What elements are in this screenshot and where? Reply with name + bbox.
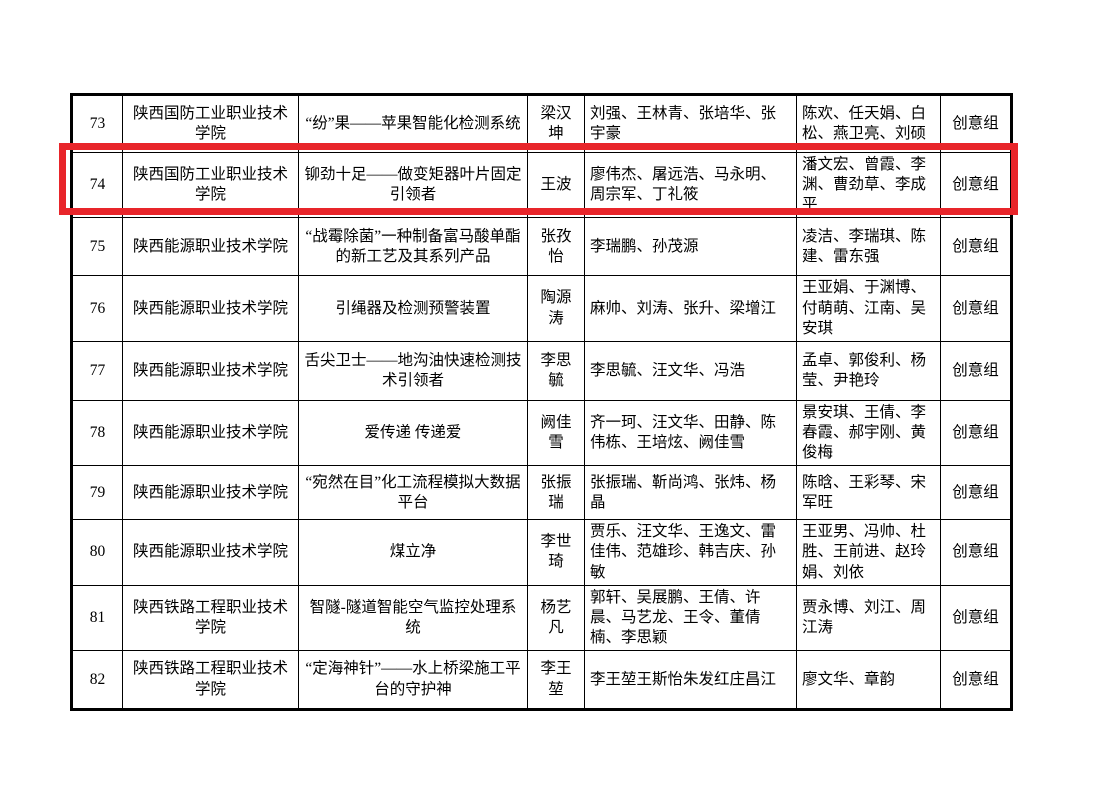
- cell-project-title: “纷”果——苹果智能化检测系统: [298, 94, 528, 153]
- cell-leader: 杨艺凡: [527, 584, 585, 652]
- cell-team-members: 贾乐、汪文华、王逸文、雷佳伟、范雄珍、韩吉庆、孙敏: [584, 519, 797, 586]
- cell-group: 创意组: [940, 94, 1012, 153]
- cell-group: 创意组: [940, 151, 1012, 219]
- cell-school: 陕西能源职业技术学院: [122, 275, 299, 342]
- cell-team-members: 刘强、王林青、张培华、张宇豪: [584, 94, 797, 153]
- cell-project-title: “战霉除菌”一种制备富马酸单酯的新工艺及其系列产品: [298, 217, 528, 277]
- cell-team-members: 李王堃王斯怡朱发红庄昌江: [584, 650, 797, 711]
- cell-leader: 梁汉坤: [527, 94, 585, 153]
- cell-project-title: 舌尖卫士——地沟油快速检测技术引领者: [298, 340, 528, 401]
- cell-group: 创意组: [940, 217, 1012, 277]
- cell-row-number: 79: [71, 465, 123, 521]
- cell-team-members: 齐一珂、汪文华、田静、陈伟栋、王培炫、阙佳雪: [584, 399, 797, 467]
- cell-leader: 李世琦: [527, 519, 585, 586]
- cell-school: 陕西能源职业技术学院: [122, 217, 299, 277]
- cell-row-number: 76: [71, 275, 123, 342]
- cell-group: 创意组: [940, 399, 1012, 467]
- award-table: 73 陕西国防工业职业技术学院 “纷”果——苹果智能化检测系统 梁汉坤 刘强、王…: [70, 93, 1013, 712]
- table-row: 73 陕西国防工业职业技术学院 “纷”果——苹果智能化检测系统 梁汉坤 刘强、王…: [71, 94, 1012, 153]
- cell-project-title: “宛然在目”化工流程模拟大数据平台: [298, 465, 528, 521]
- cell-row-number: 81: [71, 584, 123, 652]
- table-row: 77 陕西能源职业技术学院 舌尖卫士——地沟油快速检测技术引领者 李思毓 李思毓…: [71, 340, 1012, 401]
- table-row: 75 陕西能源职业技术学院 “战霉除菌”一种制备富马酸单酯的新工艺及其系列产品 …: [71, 217, 1012, 277]
- cell-team-members: 麻帅、刘涛、张升、梁增江: [584, 275, 797, 342]
- table-row: 79 陕西能源职业技术学院 “宛然在目”化工流程模拟大数据平台 张振瑞 张振瑞、…: [71, 465, 1012, 521]
- table-row: 80 陕西能源职业技术学院 煤立净 李世琦 贾乐、汪文华、王逸文、雷佳伟、范雄珍…: [71, 519, 1012, 586]
- table-row: 78 陕西能源职业技术学院 爱传递 传递爱 阙佳雪 齐一珂、汪文华、田静、陈伟栋…: [71, 399, 1012, 467]
- cell-project-title: 智隧-隧道智能空气监控处理系统: [298, 584, 528, 652]
- cell-advisors: 孟卓、郭俊利、杨莹、尹艳玲: [796, 340, 941, 401]
- cell-group: 创意组: [940, 275, 1012, 342]
- cell-team-members: 李瑞鹏、孙茂源: [584, 217, 797, 277]
- cell-advisors: 廖文华、章韵: [796, 650, 941, 711]
- cell-leader: 李王堃: [527, 650, 585, 711]
- cell-leader: 阙佳雪: [527, 399, 585, 467]
- cell-project-title: 爱传递 传递爱: [298, 399, 528, 467]
- cell-advisors: 凌洁、李瑞琪、陈建、雷东强: [796, 217, 941, 277]
- cell-leader: 张孜怡: [527, 217, 585, 277]
- cell-team-members: 廖伟杰、屠远浩、马永明、周宗军、丁礼筱: [584, 151, 797, 219]
- cell-row-number: 75: [71, 217, 123, 277]
- cell-row-number: 77: [71, 340, 123, 401]
- cell-leader: 陶源涛: [527, 275, 585, 342]
- table-row: 81 陕西铁路工程职业技术学院 智隧-隧道智能空气监控处理系统 杨艺凡 郭轩、吴…: [71, 584, 1012, 652]
- cell-school: 陕西铁路工程职业技术学院: [122, 584, 299, 652]
- cell-project-title: 铆劲十足——做变矩器叶片固定引领者: [298, 151, 528, 219]
- cell-leader: 王波: [527, 151, 585, 219]
- cell-group: 创意组: [940, 584, 1012, 652]
- cell-team-members: 郭轩、吴展鹏、王倩、许晨、马艺龙、王令、董倩楠、李思颖: [584, 584, 797, 652]
- cell-advisors: 陈晗、王彩琴、宋军旺: [796, 465, 941, 521]
- cell-row-number: 78: [71, 399, 123, 467]
- cell-row-number: 82: [71, 650, 123, 711]
- cell-school: 陕西能源职业技术学院: [122, 519, 299, 586]
- cell-row-number: 73: [71, 94, 123, 153]
- cell-leader: 张振瑞: [527, 465, 585, 521]
- cell-school: 陕西能源职业技术学院: [122, 399, 299, 467]
- cell-school: 陕西国防工业职业技术学院: [122, 151, 299, 219]
- cell-leader: 李思毓: [527, 340, 585, 401]
- cell-advisors: 陈欢、任天娟、白松、燕卫亮、刘硕: [796, 94, 941, 153]
- cell-team-members: 张振瑞、靳尚鸿、张炜、杨晶: [584, 465, 797, 521]
- cell-group: 创意组: [940, 650, 1012, 711]
- cell-advisors: 贾永博、刘江、周江涛: [796, 584, 941, 652]
- cell-advisors: 景安琪、王倩、李春霞、郝宇刚、黄俊梅: [796, 399, 941, 467]
- table-row: 74 陕西国防工业职业技术学院 铆劲十足——做变矩器叶片固定引领者 王波 廖伟杰…: [71, 151, 1012, 219]
- cell-school: 陕西能源职业技术学院: [122, 465, 299, 521]
- cell-row-number: 80: [71, 519, 123, 586]
- cell-project-title: 引绳器及检测预警装置: [298, 275, 528, 342]
- cell-group: 创意组: [940, 465, 1012, 521]
- cell-advisors: 王亚娟、于渊博、付萌萌、江南、吴安琪: [796, 275, 941, 342]
- table-row: 82 陕西铁路工程职业技术学院 “定海神针”——水上桥梁施工平台的守护神 李王堃…: [71, 650, 1012, 711]
- cell-advisors: 王亚男、冯帅、杜胜、王前进、赵玲娟、刘依: [796, 519, 941, 586]
- cell-team-members: 李思毓、汪文华、冯浩: [584, 340, 797, 401]
- table-row: 76 陕西能源职业技术学院 引绳器及检测预警装置 陶源涛 麻帅、刘涛、张升、梁增…: [71, 275, 1012, 342]
- cell-school: 陕西铁路工程职业技术学院: [122, 650, 299, 711]
- cell-row-number: 74: [71, 151, 123, 219]
- cell-school: 陕西国防工业职业技术学院: [122, 94, 299, 153]
- cell-advisors: 潘文宏、曾霞、李渊、曹劲草、李成平: [796, 151, 941, 219]
- cell-project-title: 煤立净: [298, 519, 528, 586]
- cell-school: 陕西能源职业技术学院: [122, 340, 299, 401]
- cell-group: 创意组: [940, 340, 1012, 401]
- cell-project-title: “定海神针”——水上桥梁施工平台的守护神: [298, 650, 528, 711]
- cell-group: 创意组: [940, 519, 1012, 586]
